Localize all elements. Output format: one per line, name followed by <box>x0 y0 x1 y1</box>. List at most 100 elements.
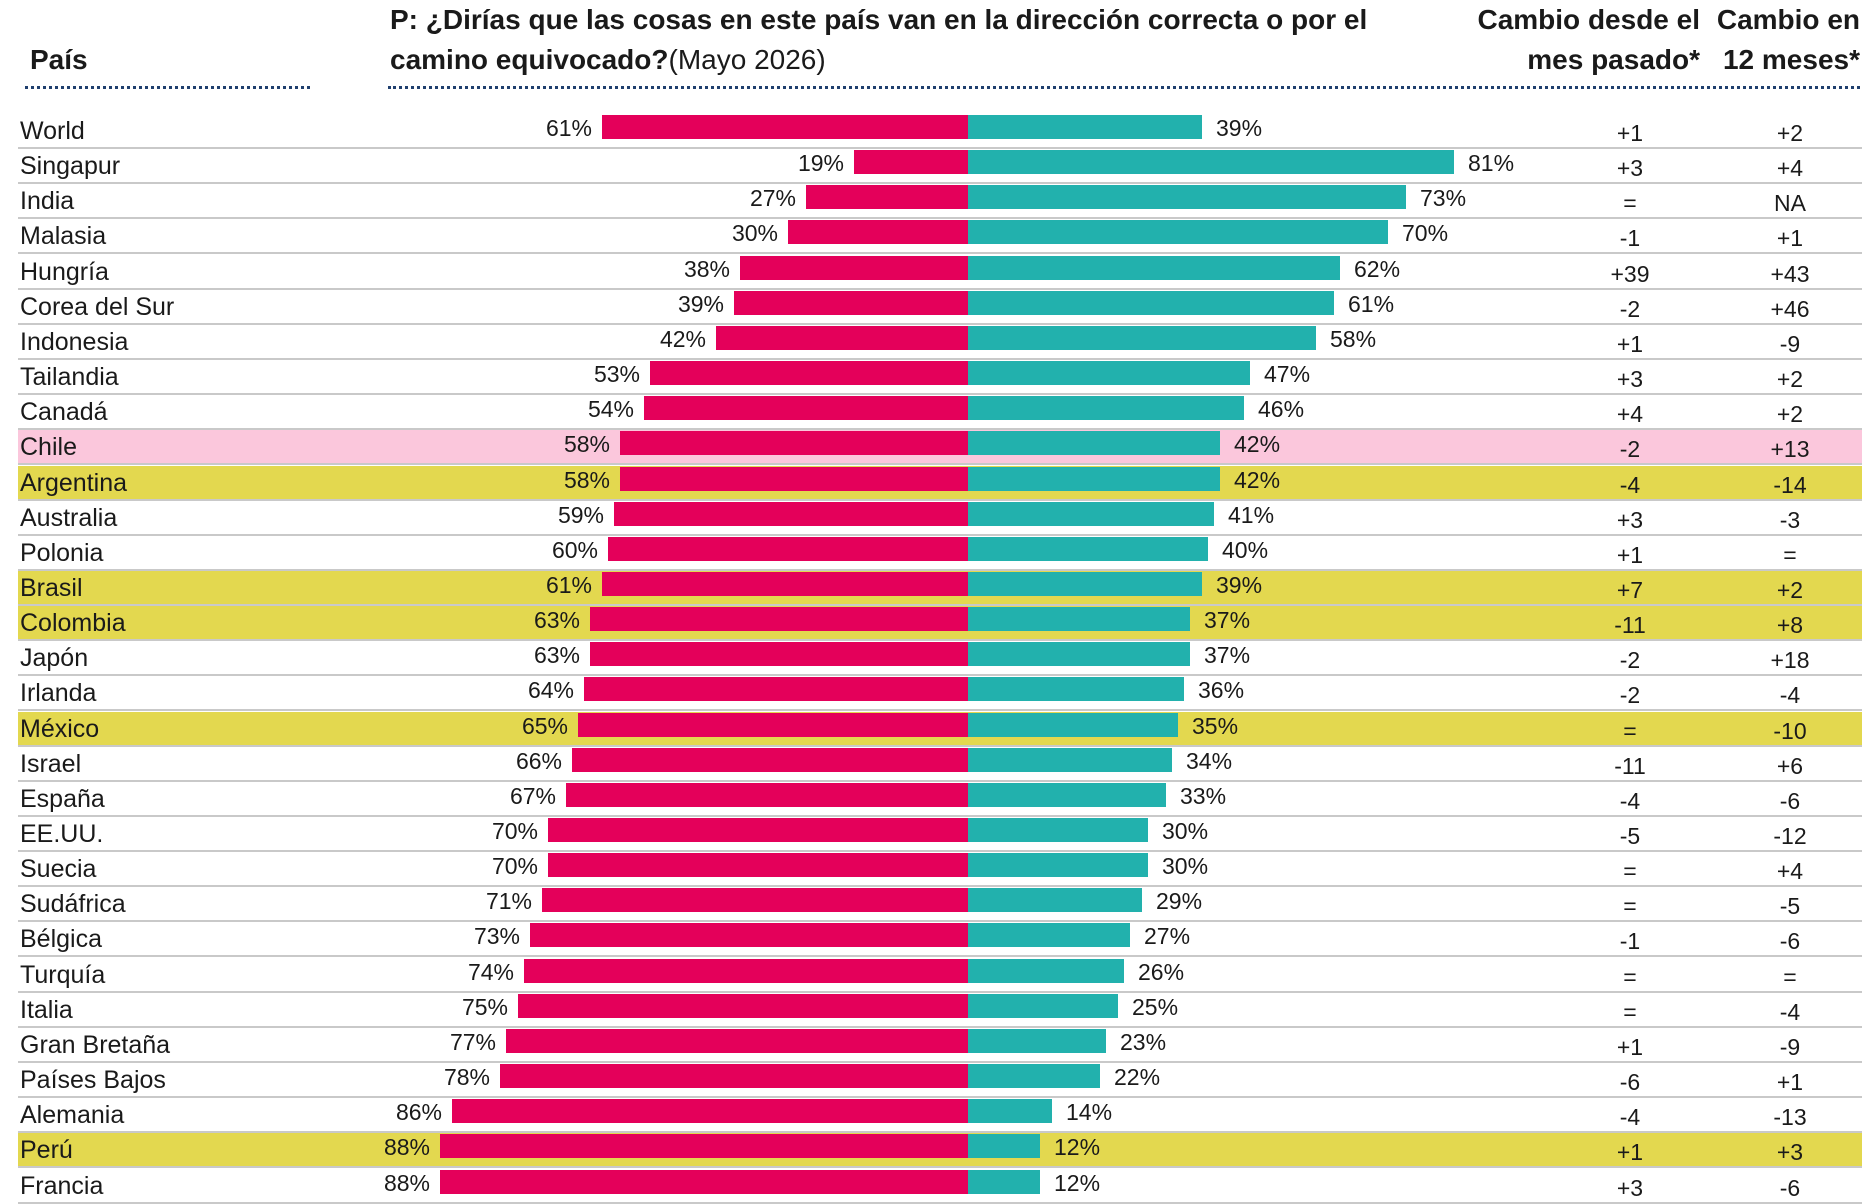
country-label: Malasia <box>20 222 107 251</box>
bar-wrong-track <box>584 677 968 702</box>
country-label: Australia <box>20 503 118 532</box>
change-month-value: -2 <box>1619 647 1641 674</box>
bar-right-direction <box>968 396 1244 421</box>
country-label: Polonia <box>20 538 104 567</box>
bar-right-direction <box>968 325 1316 350</box>
value-label-right-direction: 30% <box>1162 818 1209 844</box>
bar-wrong-track <box>620 431 968 456</box>
bar-wrong-track <box>614 501 968 526</box>
value-label-right-direction: 25% <box>1132 993 1179 1020</box>
bar-right-direction <box>968 466 1220 491</box>
bar-right-direction <box>968 677 1184 702</box>
value-label-right-direction: 39% <box>1216 571 1263 598</box>
bar-right-direction <box>968 642 1190 667</box>
change-year-value: +1 <box>1776 225 1804 252</box>
table-row: Suecia 70% 30% = +4 <box>18 852 1862 888</box>
country-label: Tailandia <box>20 363 119 392</box>
value-label-right-direction: 36% <box>1198 677 1245 704</box>
change-month-value: +1 <box>1616 541 1644 568</box>
bar-wrong-track <box>854 150 968 175</box>
bar-wrong-track <box>620 466 968 491</box>
bar-wrong-track <box>566 782 968 807</box>
change-year-value: -5 <box>1779 893 1801 920</box>
table-row: Irlanda 64% 36% -2 -4 <box>18 676 1862 712</box>
change-month-value: = <box>1623 998 1637 1025</box>
bar-wrong-track <box>602 571 968 596</box>
value-label-right-direction: 26% <box>1138 958 1185 985</box>
change-month-value: +7 <box>1616 576 1644 603</box>
value-label-right-direction: 22% <box>1114 1064 1161 1091</box>
country-label: Canadá <box>20 398 108 427</box>
value-label-wrong-track: 63% <box>533 607 580 634</box>
bar-right-direction <box>968 501 1214 526</box>
header-change-year: Cambio en 12 meses* <box>1716 4 1860 75</box>
country-label: EE.UU. <box>20 820 104 848</box>
value-label-right-direction: 12% <box>1054 1134 1101 1161</box>
chart-title: P: ¿Dirías que las cosas en este país va… <box>390 0 1460 80</box>
change-year-value: +4 <box>1776 155 1804 182</box>
bar-wrong-track <box>650 361 968 386</box>
value-label-right-direction: 34% <box>1186 747 1233 774</box>
survey-date: (Mayo 2026) <box>668 44 826 75</box>
change-year-value: -4 <box>1779 998 1801 1025</box>
change-year-value: = <box>1783 963 1797 990</box>
country-label: World <box>20 117 85 145</box>
table-row: Malasia 30% 70% -1 +1 <box>18 219 1862 255</box>
country-label: Turquía <box>20 960 106 989</box>
value-label-right-direction: 29% <box>1156 888 1203 915</box>
value-label-wrong-track: 60% <box>551 536 598 563</box>
table-row: Francia 88% 12% +3 -6 <box>18 1169 1862 1204</box>
value-label-wrong-track: 30% <box>731 220 778 247</box>
table-row: World 61% 39% +1 +2 <box>18 114 1862 149</box>
change-month-value: +1 <box>1616 1139 1644 1166</box>
table-row: India 27% 73% = NA <box>18 184 1862 220</box>
bar-wrong-track <box>572 747 968 772</box>
table-row: Gran Bretaña 77% 23% +1 -9 <box>18 1028 1862 1063</box>
table-row: Turquía 74% 26% = = <box>18 958 1862 993</box>
bar-wrong-track <box>548 853 968 878</box>
value-label-wrong-track: 61% <box>545 571 592 598</box>
value-label-wrong-track: 59% <box>557 501 604 528</box>
bar-wrong-track <box>524 958 968 983</box>
change-year-value: +2 <box>1776 401 1804 428</box>
bar-wrong-track <box>530 923 968 948</box>
bar-right-direction <box>968 607 1190 632</box>
table-row: Hungría 38% 62% +39 +43 <box>18 255 1862 290</box>
value-label-right-direction: 30% <box>1162 853 1209 880</box>
header-country: País <box>30 44 88 75</box>
value-label-right-direction: 58% <box>1330 325 1377 352</box>
value-label-right-direction: 33% <box>1180 782 1227 809</box>
value-label-wrong-track: 75% <box>461 993 508 1020</box>
change-month-value: -2 <box>1619 682 1641 709</box>
change-year-value: -6 <box>1779 928 1801 955</box>
change-year-value: -6 <box>1779 787 1801 814</box>
change-year-value: -6 <box>1779 1174 1801 1201</box>
change-month-value: -5 <box>1619 823 1641 849</box>
value-label-right-direction: 40% <box>1222 536 1269 563</box>
value-label-wrong-track: 74% <box>467 958 514 985</box>
change-month-value: = <box>1623 963 1637 990</box>
change-year-value: NA <box>1774 190 1806 217</box>
change-month-value: -1 <box>1619 225 1641 252</box>
bar-right-direction <box>968 1099 1052 1124</box>
value-label-wrong-track: 78% <box>443 1064 490 1091</box>
value-label-right-direction: 62% <box>1354 255 1401 282</box>
change-month-value: +1 <box>1616 330 1644 357</box>
value-label-right-direction: 42% <box>1234 466 1281 493</box>
change-month-value: -11 <box>1614 752 1646 779</box>
table-row: Italia 75% 25% = -4 <box>18 993 1862 1028</box>
table-row: Singapur 19% 81% +3 +4 <box>18 149 1862 185</box>
bar-right-direction <box>968 818 1148 842</box>
bar-wrong-track <box>440 1134 968 1159</box>
table-row: Chile 58% 42% -2 +13 <box>18 430 1862 466</box>
value-label-wrong-track: 19% <box>797 150 844 177</box>
table-row: Brasil 61% 39% +7 +2 <box>18 570 1862 606</box>
value-label-wrong-track: 70% <box>491 818 538 844</box>
value-label-wrong-track: 71% <box>485 888 532 915</box>
change-month-value: -4 <box>1619 1104 1641 1131</box>
table-row: México 65% 35% = -10 <box>18 711 1862 747</box>
change-year-value: +43 <box>1770 260 1810 287</box>
country-label: Suecia <box>20 855 97 884</box>
bar-wrong-track <box>518 993 968 1018</box>
value-label-wrong-track: 63% <box>533 642 580 669</box>
